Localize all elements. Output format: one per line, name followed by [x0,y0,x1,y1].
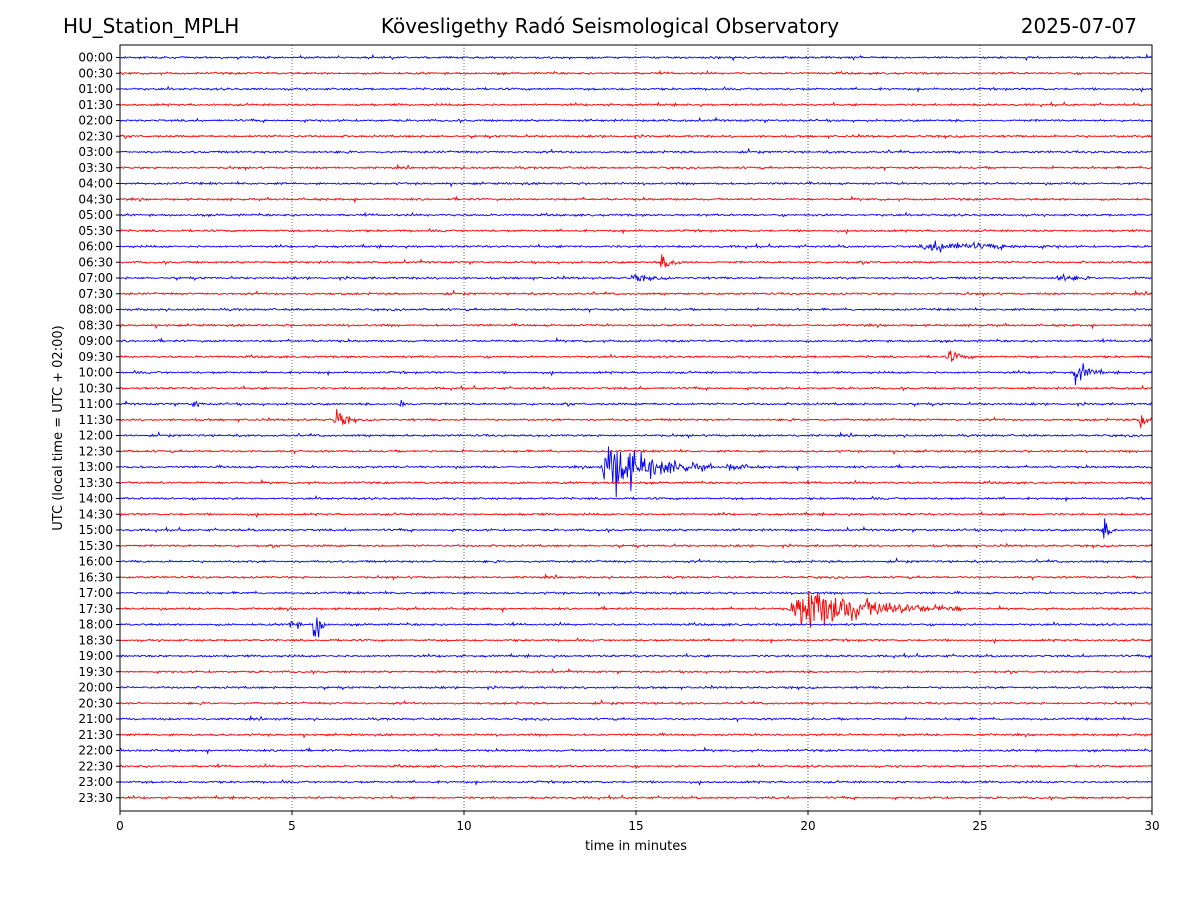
y-tick-label: 01:00 [78,82,113,96]
y-tick-label: 11:30 [78,413,113,427]
y-tick-label: 21:30 [78,728,113,742]
trace-0830 [119,322,1153,330]
x-tick-label: 30 [1144,819,1159,833]
y-tick-label: 21:00 [78,712,113,726]
x-tick-label: 5 [288,819,296,833]
y-tick-label: 13:30 [78,476,113,490]
y-tick-label: 10:30 [78,381,113,395]
chart-title: Kövesligethy Radó Seismological Observat… [380,14,840,38]
y-tick-label: 16:00 [78,555,113,569]
y-tick-label: 05:30 [78,224,113,238]
y-tick-label: 19:30 [78,665,113,679]
y-tick-label: 07:00 [78,271,113,285]
x-tick-label: 25 [972,819,987,833]
y-tick-label: 07:30 [78,287,113,301]
x-axis-label: time in minutes [585,839,687,854]
y-tick-label: 04:00 [78,177,113,191]
x-axis: 0 5 10 15 20 25 30 [116,811,1160,833]
y-tick-label: 13:00 [78,460,113,474]
trace-2100 [119,714,1153,723]
chart-date: 2025-07-07 [1020,14,1137,38]
y-tick-label: 09:30 [78,350,113,364]
y-tick-label: 00:00 [78,51,113,65]
trace-1130 [119,408,1153,429]
y-tick-label: 15:30 [78,539,113,553]
trace-1500 [119,518,1153,539]
y-tick-label: 03:30 [78,161,113,175]
trace-0900 [119,336,1153,344]
y-tick-label: 00:30 [78,66,113,80]
trace-1100 [119,399,1153,408]
trace-1600 [119,557,1153,564]
y-tick-label: 23:30 [78,791,113,805]
y-tick-label: 03:00 [78,145,113,159]
y-axis-label: UTC (local time = UTC + 02:00) [51,325,66,530]
x-tick-label: 15 [628,819,643,833]
y-tick-label: 11:00 [78,397,113,411]
y-tick-label: 04:30 [78,192,113,206]
station-name: HU_Station_MPLH [63,14,240,38]
trace-2230 [119,762,1153,769]
trace-2300 [119,779,1153,787]
x-tick-label: 20 [800,819,815,833]
y-tick-label: 19:00 [78,649,113,663]
trace-1030 [119,384,1153,392]
y-tick-label: 05:00 [78,208,113,222]
y-tick-label: 12:30 [78,444,113,458]
y-tick-label: 06:00 [78,240,113,254]
trace-1630 [119,573,1153,581]
trace-0630 [119,254,1153,268]
x-tick-label: 0 [116,819,124,833]
grid-lines [291,45,981,811]
trace-0500 [119,211,1153,218]
trace-0930 [119,350,1153,362]
y-tick-label: 09:00 [78,334,113,348]
y-tick-label: 06:30 [78,255,113,269]
y-tick-label: 20:00 [78,681,113,695]
trace-0700 [119,272,1153,282]
trace-0230 [119,133,1153,140]
x-tick-label: 10 [456,819,471,833]
y-tick-label: 10:00 [78,366,113,380]
y-tick-label: 20:30 [78,696,113,710]
y-tick-label: 17:30 [78,602,113,616]
y-tick-label: 08:00 [78,303,113,317]
y-tick-label: 01:30 [78,98,113,112]
trace-group [119,53,1153,801]
y-tick-label: 02:00 [78,114,113,128]
y-tick-label: 17:00 [78,586,113,600]
y-tick-label: 12:00 [78,429,113,443]
trace-0330 [119,163,1153,172]
y-tick-label: 22:30 [78,759,113,773]
y-tick-label: 23:00 [78,775,113,789]
y-tick-label: 18:00 [78,618,113,632]
trace-1700 [119,590,1153,597]
y-tick-label: 08:30 [78,318,113,332]
trace-1900 [119,652,1153,659]
y-tick-label: 16:30 [78,570,113,584]
y-tick-label: 02:30 [78,129,113,143]
trace-0300 [119,147,1153,155]
y-tick-label: 18:30 [78,633,113,647]
trace-2330 [119,793,1153,801]
y-tick-label: 15:00 [78,523,113,537]
y-tick-label: 14:00 [78,492,113,506]
y-tick-label: 14:30 [78,507,113,521]
y-tick-label: 22:00 [78,744,113,758]
trace-1530 [120,542,1153,549]
trace-1830 [119,637,1153,645]
